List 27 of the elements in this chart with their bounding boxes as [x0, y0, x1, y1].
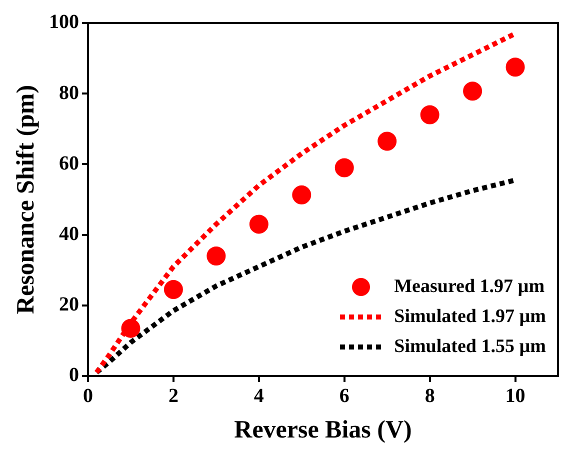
point [378, 132, 397, 151]
point [506, 58, 525, 77]
point [164, 280, 183, 300]
legend-label: Simulated 1.55 µm [394, 335, 546, 359]
y-tick-label: 0 [69, 364, 79, 386]
point [292, 185, 312, 204]
x-tick-label: 6 [339, 385, 350, 408]
point [463, 82, 482, 101]
point [334, 158, 354, 178]
x-axis-title: Reverse Bias (V) [234, 416, 412, 444]
point [206, 246, 226, 266]
x-tick-label: 0 [83, 385, 93, 408]
y-tick-label: 40 [59, 222, 79, 245]
x-tick-label: 10 [505, 385, 526, 408]
legend-label: Measured 1.97 µm [394, 275, 545, 299]
x-tick-label: 8 [424, 385, 435, 408]
point [420, 105, 440, 124]
x-tick-label: 2 [168, 385, 178, 408]
y-axis-title: Resonance Shift (pm) [12, 84, 40, 314]
y-tick-label: 20 [59, 294, 79, 316]
y-tick-label: 60 [59, 152, 79, 174]
y-tick-label: 80 [59, 82, 79, 104]
legend-label: Simulated 1.97 µm [394, 305, 546, 329]
point [249, 214, 268, 234]
y-tick-label: 100 [49, 11, 79, 34]
point [121, 318, 140, 338]
x-tick-label: 4 [254, 385, 264, 408]
